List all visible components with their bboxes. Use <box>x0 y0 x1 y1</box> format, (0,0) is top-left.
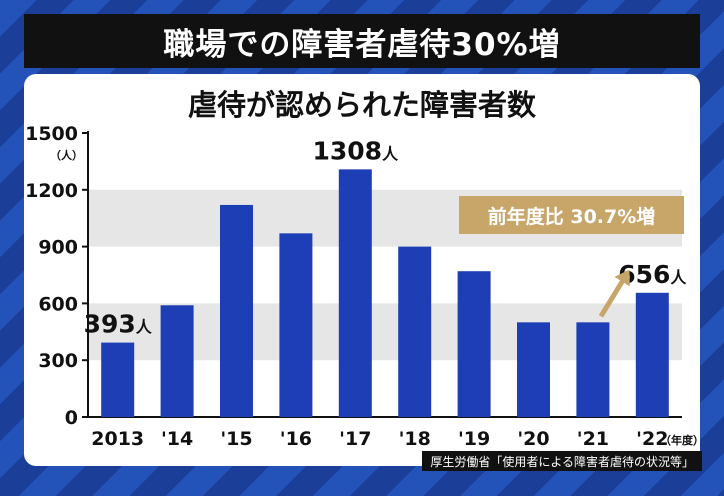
bar <box>338 169 372 417</box>
annotation-text: 前年度比 30.7%増 <box>488 205 656 228</box>
headline: 職場での障害者虐待30%増 <box>24 14 700 68</box>
source-note: 厚生労働省「使用者による障害者虐待の状況等」 <box>422 451 702 471</box>
y-tick-label: 900 <box>38 237 78 259</box>
data-label: 393人 <box>84 310 153 339</box>
bar <box>279 233 313 417</box>
x-tick-label: '19 <box>458 428 490 450</box>
x-tick-label: '18 <box>399 428 431 450</box>
x-tick-label: '14 <box>161 428 193 450</box>
data-label: 1308人 <box>312 136 399 165</box>
x-tick-label: '17 <box>339 428 371 450</box>
data-label: 656人 <box>618 260 687 289</box>
x-tick-label: '21 <box>577 428 609 450</box>
bar <box>576 322 610 417</box>
x-tick-label: 2013 <box>91 428 144 450</box>
y-tick-label: 0 <box>65 407 78 429</box>
y-unit-label: （人） <box>50 148 83 162</box>
bar <box>517 322 550 417</box>
annotation-box <box>459 196 684 234</box>
bar <box>220 204 253 417</box>
chart-title: 虐待が認められた障害者数 <box>187 88 536 122</box>
x-tick-label: '16 <box>280 428 312 450</box>
x-unit-label: （年度） <box>660 433 704 447</box>
bar <box>101 342 135 417</box>
y-tick-label: 1500 <box>25 123 78 145</box>
x-tick-label: '15 <box>220 428 252 450</box>
annotation-arrowhead <box>614 269 630 287</box>
y-tick-label: 600 <box>38 293 78 315</box>
bar <box>398 246 432 417</box>
bar <box>160 305 194 417</box>
y-tick-label: 300 <box>38 350 78 372</box>
annotation-arrow <box>598 273 629 318</box>
bar <box>457 271 491 417</box>
x-tick-label: '22 <box>636 428 668 450</box>
y-tick-label: 1200 <box>25 180 78 202</box>
x-tick-label: '20 <box>517 428 549 450</box>
bar <box>635 292 669 417</box>
